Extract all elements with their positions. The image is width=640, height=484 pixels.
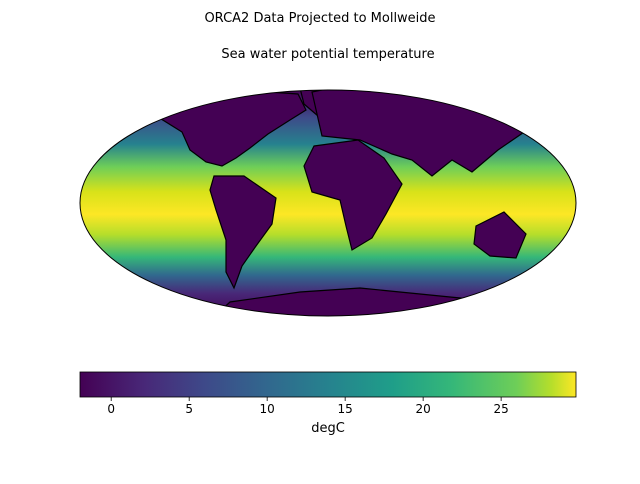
map-title: ORCA2 Data Projected to Mollweide [204, 11, 435, 26]
map-border [79, 89, 577, 317]
colorbar-tick-label: 15 [338, 402, 353, 416]
map [79, 89, 577, 317]
africa [303, 139, 403, 251]
antarctica [198, 287, 522, 316]
colorbar-tick-label: 25 [493, 402, 508, 416]
colorbar-tick-label: 0 [107, 402, 115, 416]
australia [473, 211, 527, 259]
colorbar-gradient [79, 371, 577, 398]
colorbar-tick-label: 10 [260, 402, 275, 416]
colorbar-tick-label: 20 [416, 402, 431, 416]
colorbar-label: degC [311, 421, 345, 436]
map-subtitle: Sea water potential temperature [221, 47, 434, 62]
colorbar [79, 371, 577, 398]
south-america [209, 175, 277, 290]
colorbar-tick-label: 5 [185, 402, 193, 416]
